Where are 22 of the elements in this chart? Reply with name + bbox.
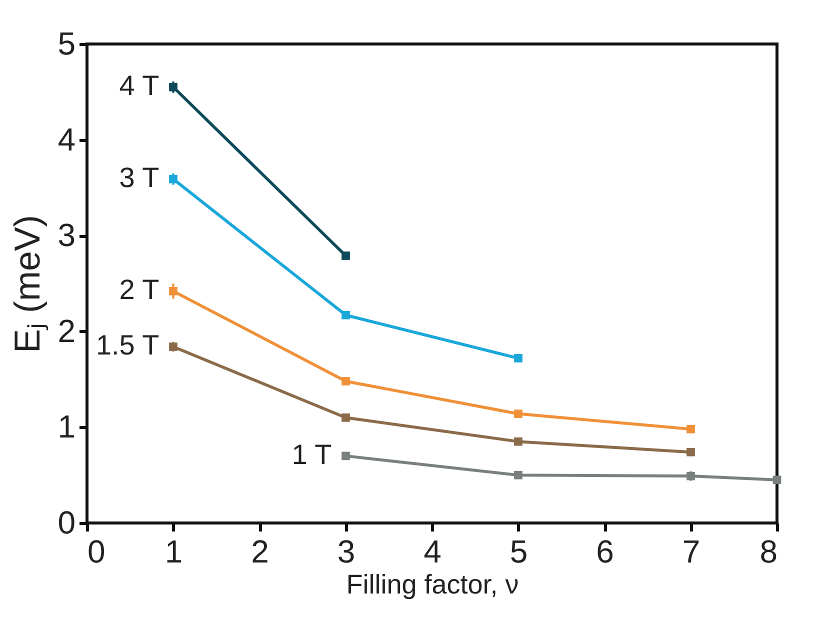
x-tick-label: 7: [682, 534, 700, 570]
y-tick-label: 5: [58, 26, 76, 62]
x-tick-label: 3: [337, 534, 356, 570]
y-tick-label: 2: [58, 312, 76, 349]
x-axis-title: Filling factor, ν: [346, 570, 519, 600]
x-tick-label: 4: [424, 534, 442, 570]
x-tick-label: 1: [164, 534, 183, 570]
y-tick-label: 3: [58, 217, 76, 254]
x-tick-label: 5: [510, 534, 528, 570]
series-label: 4 T: [119, 70, 160, 102]
x-tick-label: 0: [88, 534, 106, 570]
y-tick-label: 4: [58, 121, 76, 158]
y-tick-label: 1: [58, 408, 76, 445]
series-label: 3 T: [119, 162, 160, 194]
series-label: 1.5 T: [96, 330, 160, 361]
x-tick-label: 2: [251, 534, 269, 570]
y-tick-label: 0: [58, 504, 76, 540]
x-tick-label: 6: [596, 534, 614, 570]
series-label: 1 T: [292, 438, 332, 470]
y-axis-title: Eⱼ (meV): [6, 214, 49, 354]
series-label: 2 T: [119, 274, 160, 306]
x-tick-label: 8: [760, 534, 778, 570]
